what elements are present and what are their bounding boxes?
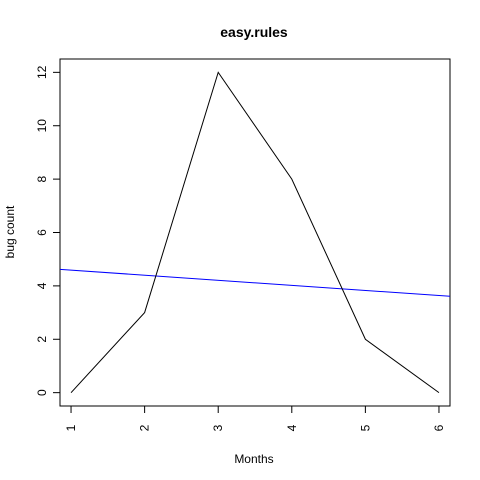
x-tick-label: 1 <box>64 424 78 431</box>
y-tick-label: 0 <box>35 389 49 396</box>
y-tick-label: 8 <box>35 175 49 182</box>
series-line <box>70 71 440 394</box>
plot-area <box>60 71 450 394</box>
y-axis-label: bug count <box>3 205 17 258</box>
y-tick-label: 2 <box>35 336 49 343</box>
x-tick-label: 6 <box>432 424 446 431</box>
x-tick-label: 4 <box>285 424 299 431</box>
x-tick-label: 3 <box>211 424 225 431</box>
plot-frame <box>59 58 451 407</box>
x-axis: 1 2 3 4 5 6 <box>64 405 446 431</box>
x-tick-label: 5 <box>358 424 372 431</box>
chart-title: easy.rules <box>220 24 288 40</box>
y-tick-label: 12 <box>35 65 49 79</box>
x-tick-label: 2 <box>138 424 152 431</box>
x-axis-label: Months <box>234 452 273 466</box>
y-tick-label: 10 <box>35 119 49 133</box>
trend-line <box>60 268 450 297</box>
y-axis: 0 2 4 6 8 10 12 <box>35 65 61 396</box>
y-tick-label: 6 <box>35 229 49 236</box>
y-tick-label: 4 <box>35 282 49 289</box>
